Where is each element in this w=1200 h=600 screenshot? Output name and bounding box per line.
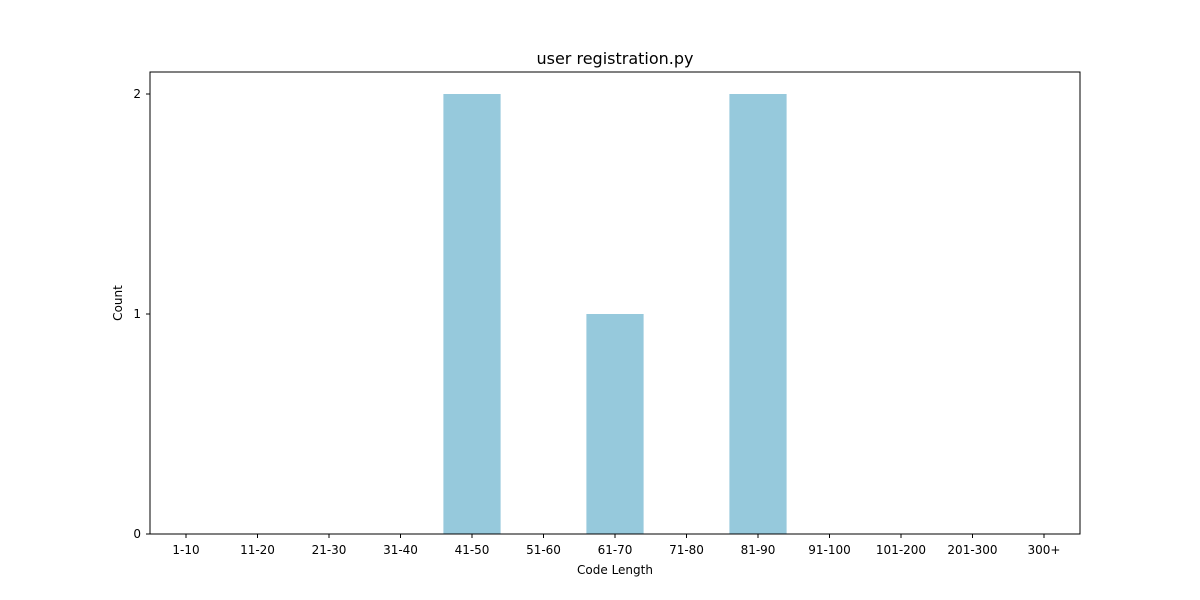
- x-tick-label: 41-50: [455, 543, 490, 557]
- x-tick-label: 91-100: [808, 543, 851, 557]
- x-tick-label: 71-80: [669, 543, 704, 557]
- x-tick-label: 11-20: [240, 543, 275, 557]
- x-tick-label: 201-300: [947, 543, 997, 557]
- y-axis-title: Count: [111, 285, 125, 321]
- bar-41-50: [443, 94, 501, 534]
- x-tick-label: 101-200: [876, 543, 926, 557]
- x-tick-label: 51-60: [526, 543, 561, 557]
- bar-61-70: [586, 314, 644, 534]
- y-tick-label: 2: [133, 87, 141, 101]
- y-axis: 0 1 2: [133, 87, 150, 541]
- chart-title: user registration.py: [536, 49, 693, 68]
- x-tick-label: 1-10: [172, 543, 199, 557]
- x-tick-label: 81-90: [741, 543, 776, 557]
- x-tick-label: 31-40: [383, 543, 418, 557]
- y-tick-label: 1: [133, 307, 141, 321]
- x-tick-label: 21-30: [312, 543, 347, 557]
- bars-layer: [443, 94, 787, 534]
- bar-81-90: [729, 94, 787, 534]
- y-tick-label: 0: [133, 527, 141, 541]
- x-axis: 1-10 11-20 21-30 31-40 41-50 51-60 61-70 71-80 8…: [172, 534, 1060, 557]
- x-axis-title: Code Length: [577, 563, 653, 577]
- x-tick-label: 300+: [1028, 543, 1061, 557]
- x-tick-label: 61-70: [598, 543, 633, 557]
